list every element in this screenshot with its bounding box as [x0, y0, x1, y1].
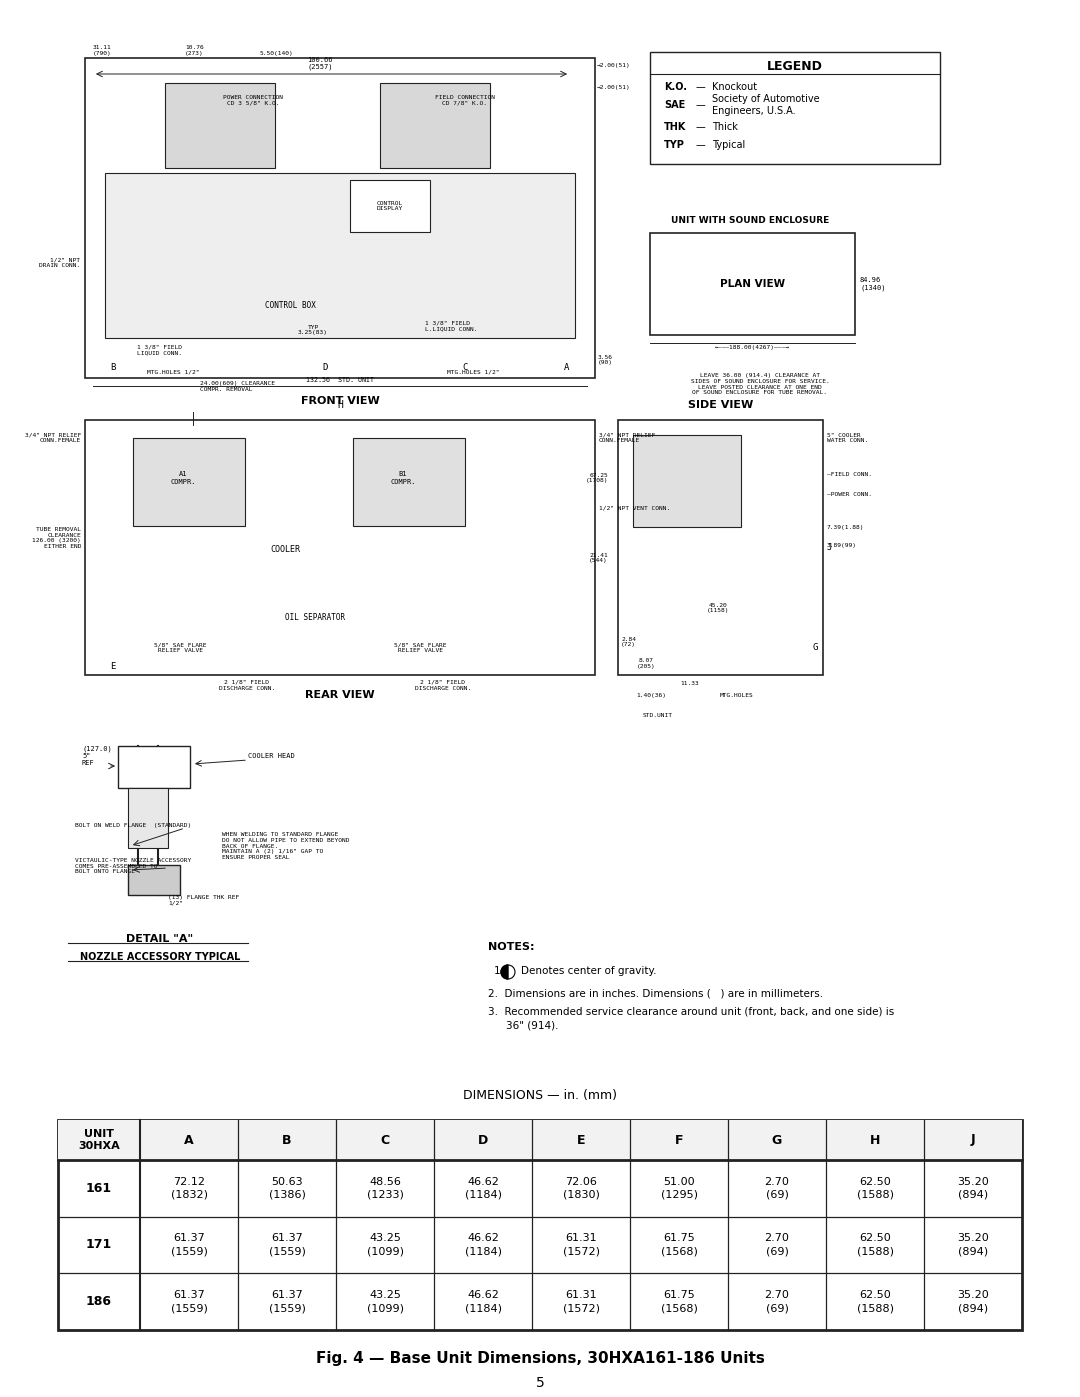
- Bar: [650, 52, 940, 163]
- Text: 48.56
(1233): 48.56 (1233): [366, 1176, 404, 1200]
- Text: 2.70
(69): 2.70 (69): [765, 1234, 789, 1256]
- Text: 46.62
(1184): 46.62 (1184): [464, 1234, 501, 1256]
- Text: 1 3/8" FIELD
LIQUID CONN.: 1 3/8" FIELD LIQUID CONN.: [137, 345, 183, 355]
- Text: STD.UNIT: STD.UNIT: [643, 712, 673, 718]
- Text: 161: 161: [86, 1182, 112, 1194]
- Wedge shape: [501, 965, 508, 979]
- Text: 36" (914).: 36" (914).: [507, 1021, 558, 1031]
- Text: —: —: [696, 101, 705, 110]
- Text: —: —: [696, 82, 705, 92]
- Text: C: C: [380, 1133, 390, 1147]
- Text: 61.31
(1572): 61.31 (1572): [563, 1289, 599, 1313]
- Text: —POWER CONN.: —POWER CONN.: [827, 493, 872, 497]
- Circle shape: [501, 965, 515, 979]
- Text: BOLT ON WELD FLANGE  (STANDARD): BOLT ON WELD FLANGE (STANDARD): [75, 823, 191, 828]
- Text: 51.00
(1295): 51.00 (1295): [661, 1176, 698, 1200]
- Bar: [105, 173, 575, 338]
- Text: 62.50
(1588): 62.50 (1588): [856, 1176, 893, 1200]
- Text: Fig. 4 — Base Unit Dimensions, 30HXA161-186 Units: Fig. 4 — Base Unit Dimensions, 30HXA161-…: [315, 1351, 765, 1365]
- Text: 3/4" NPT RELIEF
CONN.FEMALE: 3/4" NPT RELIEF CONN.FEMALE: [599, 433, 656, 443]
- Text: POWER CONNECTION
CD 3 5/8" K.O.: POWER CONNECTION CD 3 5/8" K.O.: [222, 95, 283, 105]
- Text: —: —: [696, 122, 705, 131]
- Text: 61.75
(1568): 61.75 (1568): [661, 1289, 698, 1313]
- Text: MTG.HOLES 1/2": MTG.HOLES 1/2": [147, 370, 199, 374]
- Text: UNIT
30HXA: UNIT 30HXA: [78, 1129, 120, 1151]
- Bar: [353, 439, 465, 527]
- Text: 5: 5: [536, 1376, 544, 1390]
- Text: COOLER: COOLER: [270, 545, 300, 555]
- Text: 45.20
(1158): 45.20 (1158): [706, 602, 729, 613]
- Bar: [650, 233, 855, 335]
- Text: REAR VIEW: REAR VIEW: [306, 690, 375, 700]
- Text: 35.20
(894): 35.20 (894): [957, 1234, 989, 1256]
- Text: 3/4" NPT RELIEF
CONN.FEMALE: 3/4" NPT RELIEF CONN.FEMALE: [25, 433, 81, 443]
- Text: E: E: [577, 1133, 585, 1147]
- Text: →2.00(51): →2.00(51): [597, 63, 631, 68]
- Text: Denotes center of gravity.: Denotes center of gravity.: [521, 965, 657, 977]
- Bar: [58, 1120, 1022, 1330]
- Text: 3.  Recommended service clearance around unit (front, back, and one side) is: 3. Recommended service clearance around …: [488, 1006, 894, 1016]
- Text: Society of Automotive
Engineers, U.S.A.: Society of Automotive Engineers, U.S.A.: [712, 94, 820, 116]
- Bar: [350, 180, 430, 232]
- Text: 5/8" SAE FLARE
RELIEF VALVE: 5/8" SAE FLARE RELIEF VALVE: [153, 643, 206, 652]
- Text: 31.11
(790): 31.11 (790): [93, 45, 111, 56]
- Text: 46.62
(1184): 46.62 (1184): [464, 1289, 501, 1313]
- Text: H: H: [337, 400, 343, 409]
- Text: OIL SEPARATOR: OIL SEPARATOR: [285, 613, 346, 623]
- Text: DIMENSIONS — in. (mm): DIMENSIONS — in. (mm): [463, 1090, 617, 1102]
- Text: A1
COMPR.: A1 COMPR.: [171, 472, 195, 485]
- Text: J: J: [826, 543, 832, 552]
- Text: 8.07
(205): 8.07 (205): [636, 658, 656, 669]
- Text: CONTROL BOX: CONTROL BOX: [265, 302, 315, 310]
- Text: 2 1/8" FIELD
DISCHARGE CONN.: 2 1/8" FIELD DISCHARGE CONN.: [415, 680, 471, 690]
- Text: NOTES:: NOTES:: [488, 942, 535, 951]
- Text: LEAVE 36.00 (914.4) CLEARANCE AT
SIDES OF SOUND ENCLOSURE FOR SERVICE.
LEAVE POS: LEAVE 36.00 (914.4) CLEARANCE AT SIDES O…: [690, 373, 829, 395]
- Text: H: H: [869, 1133, 880, 1147]
- Text: DETAIL "A": DETAIL "A": [126, 935, 193, 944]
- Text: K.O.: K.O.: [664, 82, 687, 92]
- Text: UNIT WITH SOUND ENCLOSURE: UNIT WITH SOUND ENCLOSURE: [671, 217, 829, 225]
- Text: CONTROL
DISPLAY: CONTROL DISPLAY: [377, 201, 403, 211]
- Text: D: D: [322, 363, 327, 372]
- Text: Thick: Thick: [712, 122, 738, 131]
- Bar: [133, 439, 245, 527]
- Text: VICTAULIC-TYPE NOZZLE ACCESSORY
COMES PRE-ASSEMBLED TO
BOLT ONTO FLANGE: VICTAULIC-TYPE NOZZLE ACCESSORY COMES PR…: [75, 858, 191, 875]
- Bar: [129, 865, 180, 895]
- Text: 35.20
(894): 35.20 (894): [957, 1176, 989, 1200]
- Text: 100.66
(2557): 100.66 (2557): [307, 56, 333, 70]
- Text: 1/2" NPT
DRAIN CONN.: 1/2" NPT DRAIN CONN.: [39, 257, 80, 268]
- Bar: [165, 82, 275, 168]
- Text: 50.63
(1386): 50.63 (1386): [269, 1176, 306, 1200]
- Text: 1.: 1.: [494, 965, 504, 977]
- Text: 5" COOLER
WATER CONN.: 5" COOLER WATER CONN.: [827, 433, 868, 443]
- Text: 72.06
(1830): 72.06 (1830): [563, 1176, 599, 1200]
- Text: 62.50
(1588): 62.50 (1588): [856, 1234, 893, 1256]
- Text: 2.70
(69): 2.70 (69): [765, 1176, 789, 1200]
- Text: B1
COMPR.: B1 COMPR.: [390, 472, 416, 485]
- Text: MTG.HOLES: MTG.HOLES: [720, 693, 754, 698]
- Text: C: C: [462, 363, 468, 372]
- Bar: [118, 746, 190, 788]
- Text: 61.31
(1572): 61.31 (1572): [563, 1234, 599, 1256]
- Text: 132.56  STD. UNIT: 132.56 STD. UNIT: [306, 377, 374, 383]
- Text: B: B: [282, 1133, 292, 1147]
- Text: TUBE REMOVAL
CLEARANCE
126.00 (3200)
EITHER END: TUBE REMOVAL CLEARANCE 126.00 (3200) EIT…: [32, 527, 81, 549]
- Bar: [58, 1120, 1022, 1160]
- Text: 11.33: 11.33: [680, 680, 699, 686]
- Text: E: E: [110, 662, 116, 671]
- Text: SIDE VIEW: SIDE VIEW: [688, 400, 753, 409]
- Text: 3.89(99): 3.89(99): [827, 543, 858, 549]
- Text: (127.0)
5"
REF: (127.0) 5" REF: [82, 746, 111, 766]
- Text: 3.56
(90): 3.56 (90): [598, 355, 613, 366]
- Text: G: G: [812, 643, 818, 651]
- Text: B: B: [110, 363, 116, 372]
- Text: ←———188.00(4267)———→: ←———188.00(4267)———→: [715, 345, 789, 351]
- Text: TYP: TYP: [664, 140, 685, 149]
- Text: WHEN WELDING TO STANDARD FLANGE
DO NOT ALLOW PIPE TO EXTEND BEYOND
BACK OF FLANG: WHEN WELDING TO STANDARD FLANGE DO NOT A…: [222, 831, 350, 861]
- Text: TYP
3.25(83): TYP 3.25(83): [298, 324, 328, 335]
- Text: J: J: [971, 1133, 975, 1147]
- Text: A: A: [185, 1133, 193, 1147]
- Text: 2.  Dimensions are in inches. Dimensions (   ) are in millimeters.: 2. Dimensions are in inches. Dimensions …: [488, 988, 823, 997]
- Text: 61.37
(1559): 61.37 (1559): [171, 1289, 207, 1313]
- Text: D: D: [477, 1133, 488, 1147]
